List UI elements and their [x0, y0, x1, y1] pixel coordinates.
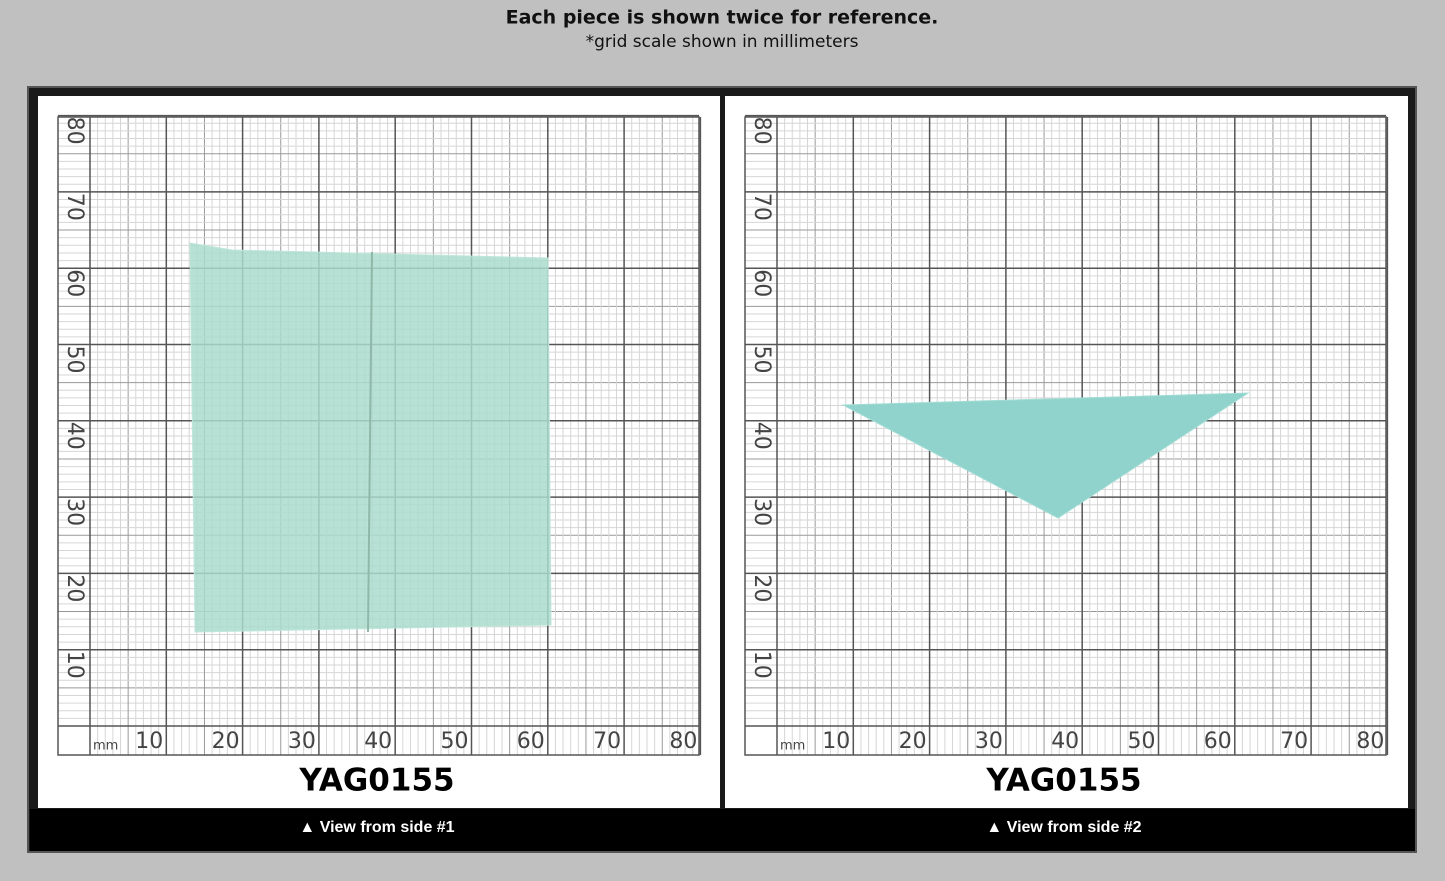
x-label: 40 [1051, 729, 1079, 754]
x-label: 60 [1204, 729, 1232, 754]
x-label: 40 [364, 729, 392, 754]
title: Each piece is shown twice for reference. [506, 7, 939, 29]
x-label: 70 [593, 729, 621, 754]
x-label: 60 [517, 729, 545, 754]
y-label: 50 [62, 346, 87, 374]
y-label: 30 [62, 498, 87, 526]
y-label: 80 [749, 117, 774, 145]
x-label: 80 [669, 729, 697, 754]
grid-border [744, 116, 1387, 756]
y-label: 50 [749, 346, 774, 374]
y-label: 40 [62, 422, 87, 450]
y-label: 10 [749, 651, 774, 679]
caption: ▲ View from side #1 [299, 819, 454, 836]
caption-bar [30, 809, 1415, 851]
y-label: 70 [62, 193, 87, 221]
y-label: 60 [749, 269, 774, 297]
crystal-edge [367, 251, 373, 633]
x-label: 20 [212, 729, 240, 754]
x-label: 20 [899, 729, 927, 754]
y-label: 40 [749, 422, 774, 450]
y-label: 70 [749, 193, 774, 221]
x-label: 70 [1280, 729, 1308, 754]
x-label: 10 [822, 729, 850, 754]
grid-unit: mm [780, 739, 805, 754]
y-label: 30 [749, 498, 774, 526]
x-label: 80 [1356, 729, 1384, 754]
x-label: 10 [135, 729, 163, 754]
y-label: 20 [62, 574, 87, 602]
y-label: 10 [62, 651, 87, 679]
y-label: 60 [62, 269, 87, 297]
x-label: 30 [975, 729, 1003, 754]
panels: mm 10 20 30 40 50 60 70 80 10 20 30 40 50 60 70 80 YAG015… [57, 114, 1389, 836]
y-label: 80 [62, 117, 87, 145]
sample-id: YAG0155 [985, 763, 1141, 799]
caption: ▲ View from side #2 [986, 819, 1141, 836]
y-label: 20 [749, 574, 774, 602]
grid-border [57, 116, 700, 756]
x-label: 50 [1128, 729, 1156, 754]
x-label: 50 [441, 729, 469, 754]
sample-id: YAG0155 [298, 763, 454, 799]
crystal [841, 392, 1250, 519]
grid-unit: mm [93, 739, 118, 754]
subtitle: *grid scale shown in millimeters [586, 32, 859, 52]
x-label: 30 [288, 729, 316, 754]
